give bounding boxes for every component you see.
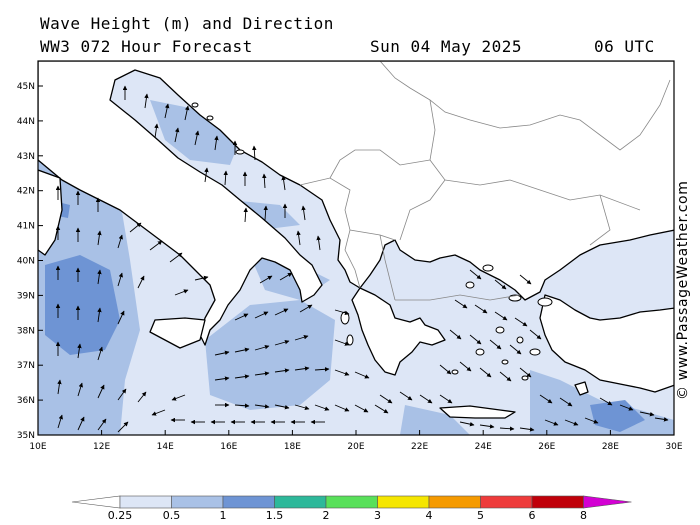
latitude-axis: 45N 44N 43N 42N 41N 40N 39N 38N 37N 36N 35N	[17, 82, 43, 441]
lon-label: 10E	[29, 442, 46, 452]
lat-label: 45N	[17, 82, 35, 92]
lat-label: 36N	[17, 396, 35, 406]
wave-direction-arrows	[55, 85, 669, 433]
legend-label: 1	[220, 509, 227, 522]
map-title: Wave Height (m) and Direction	[40, 14, 334, 33]
legend-swatch	[171, 495, 224, 509]
legend-swatch	[480, 495, 533, 509]
lat-label: 40N	[17, 257, 35, 267]
legend-cap-low	[71, 495, 121, 509]
legend-swatch	[377, 495, 430, 509]
wave-band-high	[45, 200, 645, 432]
forecast-date: Sun 04 May 2025	[370, 37, 522, 56]
country-borders	[299, 61, 671, 301]
legend-swatch	[428, 495, 481, 509]
legend-label: 5	[477, 509, 484, 522]
forecast-time: 06 UTC	[594, 37, 655, 56]
land-masses	[38, 61, 674, 419]
lon-label: 30E	[665, 442, 682, 452]
legend-swatch	[531, 495, 584, 509]
legend-cap-high	[583, 495, 632, 509]
forecast-subtitle: WW3 072 Hour Forecast	[40, 37, 253, 56]
islands	[191, 102, 553, 381]
lat-label: 35N	[17, 431, 35, 441]
legend-label: 1.5	[266, 509, 284, 522]
lon-label: 16E	[220, 442, 237, 452]
legend-label: 0.25	[108, 509, 133, 522]
lat-label: 41N	[17, 222, 35, 232]
legend-label: 2	[323, 509, 330, 522]
lon-label: 28E	[602, 442, 619, 452]
legend-swatch	[222, 495, 275, 509]
credit-text: © www.PassageWeather.com	[675, 180, 691, 400]
lat-label: 44N	[17, 117, 35, 127]
lat-label: 43N	[17, 152, 35, 162]
lon-label: 14E	[157, 442, 174, 452]
legend-label: 4	[426, 509, 433, 522]
lat-label: 38N	[17, 326, 35, 336]
legend-label: 3	[374, 509, 381, 522]
legend-label: 6	[529, 509, 536, 522]
lon-label: 20E	[347, 442, 364, 452]
legend-swatch	[274, 495, 327, 509]
lat-label: 39N	[17, 291, 35, 301]
lon-label: 24E	[475, 442, 492, 452]
legend-swatch	[119, 495, 172, 509]
lon-label: 26E	[538, 442, 555, 452]
legend-label: 8	[580, 509, 587, 522]
legend-label: 0.5	[163, 509, 181, 522]
wave-height-legend: 0.25 0.5 1 1.5 2 3 4 5 6 8	[71, 495, 632, 522]
legend-swatch	[325, 495, 378, 509]
lat-label: 42N	[17, 187, 35, 197]
lon-label: 18E	[284, 442, 301, 452]
lon-label: 22E	[411, 442, 428, 452]
longitude-axis: 10E 12E 14E 16E 18E 20E 22E 24E 26E 28E 30E	[29, 430, 683, 452]
lat-label: 37N	[17, 361, 35, 371]
lon-label: 12E	[93, 442, 110, 452]
